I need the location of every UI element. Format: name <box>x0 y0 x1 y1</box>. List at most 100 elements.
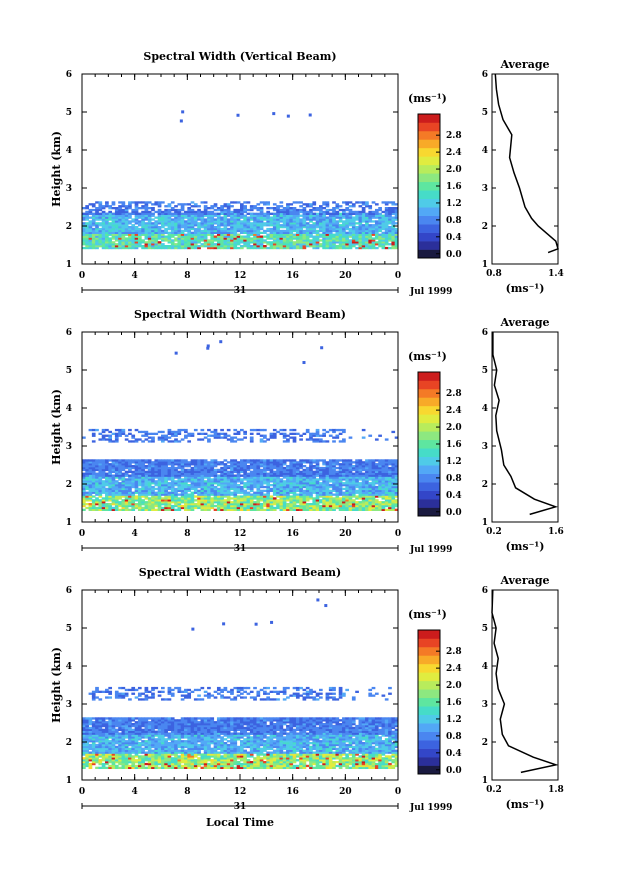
heatmap-cell <box>174 246 178 250</box>
heatmap-cell <box>351 468 356 472</box>
heatmap-cell <box>190 508 195 511</box>
heatmap-cell <box>190 484 195 487</box>
heatmap-cell <box>253 205 257 208</box>
heatmap-cell <box>305 495 310 498</box>
heatmap-cell <box>121 501 126 504</box>
heatmap-cell <box>246 495 251 498</box>
heatmap-cell <box>193 470 198 473</box>
heatmap-cell <box>147 235 152 238</box>
heatmap-cell <box>200 508 205 511</box>
heatmap-cell <box>144 207 149 210</box>
heatmap-cell <box>154 470 159 473</box>
heatmap-cell <box>302 489 307 492</box>
heatmap-cell <box>85 226 89 229</box>
heatmap-cell <box>167 472 172 475</box>
heatmap-cell <box>384 478 389 481</box>
heatmap-cell <box>167 436 172 439</box>
heatmap-cell <box>391 480 396 483</box>
heatmap-cell <box>240 478 244 481</box>
heatmap-cell <box>154 484 159 487</box>
heatmap-cell <box>315 478 320 481</box>
heatmap-cell <box>101 476 106 479</box>
heatmap-cell <box>259 506 264 510</box>
heatmap-cell <box>325 487 330 491</box>
heatmap-cell <box>259 484 264 487</box>
heatmap-cell <box>233 201 238 204</box>
heatmap-cell <box>207 440 211 443</box>
heatmap-cell <box>374 508 379 511</box>
heatmap-cell <box>384 231 389 234</box>
heatmap-cell <box>394 501 399 504</box>
heatmap-cell <box>210 478 215 481</box>
heatmap-cell <box>220 237 224 240</box>
heatmap-cell <box>88 465 93 468</box>
heatmap-cell <box>351 491 356 494</box>
heatmap-cell <box>207 222 211 225</box>
heatmap-cell <box>374 503 379 506</box>
heatmap-cell <box>240 465 244 468</box>
heatmap-cell <box>210 241 215 244</box>
heatmap-cell <box>381 233 386 236</box>
heatmap-cell <box>309 504 313 508</box>
heatmap-cell <box>299 243 303 246</box>
heatmap-cell <box>256 243 261 246</box>
heatmap-cell <box>200 472 205 475</box>
heatmap-cell <box>240 229 244 233</box>
heatmap-cell <box>193 485 198 489</box>
heatmap-cell <box>85 499 89 502</box>
heatmap-cell <box>170 501 175 504</box>
heatmap-cell <box>118 210 122 214</box>
heatmap-cell <box>226 480 231 483</box>
heatmap-cell <box>361 476 366 479</box>
heatmap-cell <box>161 499 165 502</box>
heatmap-cell <box>180 212 185 215</box>
heatmap-cell <box>164 245 168 248</box>
heatmap-cell <box>151 235 155 238</box>
heatmap-cell <box>141 222 145 225</box>
heatmap-cell <box>289 466 294 470</box>
heatmap-cell <box>141 468 145 472</box>
heatmap-cell <box>263 461 267 464</box>
heatmap-cell <box>246 212 251 215</box>
heatmap-cell <box>223 506 228 510</box>
heatmap-cell <box>98 218 103 221</box>
heatmap-cell <box>335 216 340 219</box>
heatmap-cell <box>246 243 251 246</box>
heatmap-cell <box>351 472 356 475</box>
heatmap-cell <box>394 203 399 206</box>
heatmap-cell <box>98 482 103 485</box>
heatmap-cell <box>137 480 142 483</box>
heatmap-cell <box>365 214 369 217</box>
heatmap-cell <box>345 499 350 502</box>
heatmap-cell <box>351 508 356 511</box>
heatmap-cell <box>292 459 297 462</box>
heatmap-cell <box>121 508 126 511</box>
heatmap-cell <box>371 461 376 464</box>
heatmap-cell <box>246 229 251 233</box>
heatmap-cell <box>128 503 132 506</box>
heatmap-cell <box>134 205 139 208</box>
heatmap-cell <box>101 482 106 485</box>
heatmap-cell <box>394 231 399 234</box>
heatmap-cell <box>167 231 172 234</box>
heatmap-cell <box>259 470 264 473</box>
heatmap-cell <box>384 243 389 246</box>
heatmap-cell <box>223 499 228 502</box>
heatmap-cell <box>315 224 320 227</box>
heatmap-cell <box>328 241 333 244</box>
heatmap-cell <box>114 216 119 219</box>
heatmap-cell <box>213 203 218 206</box>
heatmap-cell <box>174 491 178 494</box>
heatmap-cell <box>305 489 310 492</box>
heatmap-cell <box>82 218 86 221</box>
heatmap-cell <box>325 226 330 229</box>
heatmap-cell <box>151 487 155 491</box>
heatmap-cell <box>299 463 303 466</box>
heatmap-cell <box>226 245 231 248</box>
heatmap-cell <box>345 235 350 238</box>
heatmap-cell <box>213 478 218 481</box>
heatmap-cell <box>325 480 330 483</box>
heatmap-cell <box>101 235 106 238</box>
heatmap-cell <box>348 491 353 494</box>
heatmap-cell <box>170 245 175 248</box>
